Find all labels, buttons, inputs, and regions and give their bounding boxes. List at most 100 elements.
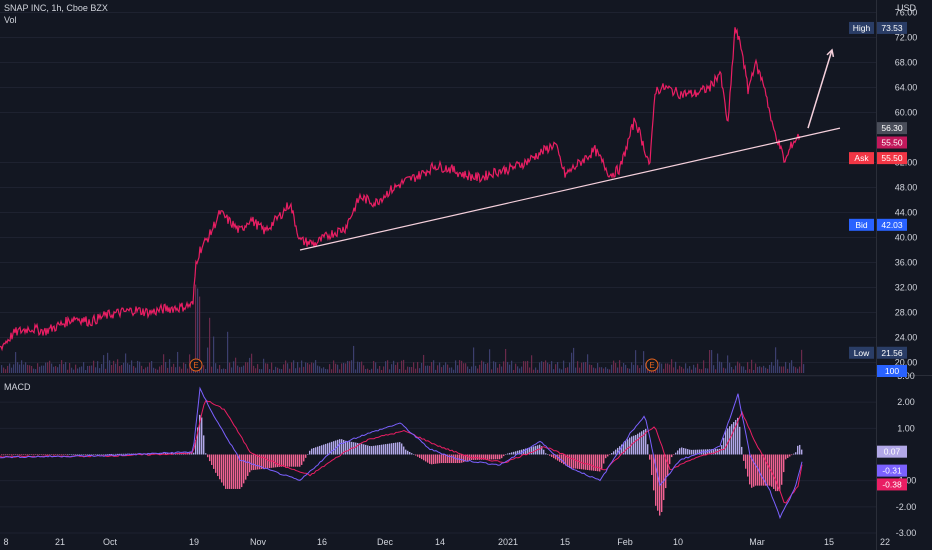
macd-pane xyxy=(0,386,803,520)
macd-histogram-bar xyxy=(355,442,357,455)
macd-label[interactable]: MACD xyxy=(4,382,31,392)
macd-histogram-bar xyxy=(605,454,607,459)
volume-bar xyxy=(3,367,5,373)
macd-histogram-bar xyxy=(613,451,615,455)
volume-bar xyxy=(121,364,123,373)
volume-bar xyxy=(425,365,427,373)
macd-histogram-bar xyxy=(93,454,95,455)
volume-bar xyxy=(535,367,537,373)
bid-tag-label-box xyxy=(849,218,874,231)
macd-histogram-bar xyxy=(689,449,691,455)
macd-histogram-bar xyxy=(377,445,379,455)
macd-histogram-bar xyxy=(1,454,3,456)
volume-bar xyxy=(435,369,437,373)
macd-histogram-bar xyxy=(651,454,653,476)
macd-histogram-bar xyxy=(257,454,259,470)
volume-bar xyxy=(337,364,339,373)
volume-bar xyxy=(377,368,379,373)
volume-bar xyxy=(415,368,417,373)
macd-histogram-bar xyxy=(393,442,395,455)
symbol-title[interactable]: SNAP INC, 1h, Cboe BZX xyxy=(4,3,108,13)
volume-bar xyxy=(167,367,169,373)
macd-histogram-bar xyxy=(463,454,465,463)
volume-bar xyxy=(265,363,267,373)
macd-histogram-bar xyxy=(171,453,173,455)
macd-histogram-bar xyxy=(561,454,563,464)
macd-histogram-bar xyxy=(279,454,281,467)
macd-histogram-bar xyxy=(793,453,795,455)
macd-histogram-bar xyxy=(161,453,163,455)
macd-histogram-bar xyxy=(543,449,545,455)
volume-bar xyxy=(111,365,113,373)
price-tick-label: 44.00 xyxy=(895,208,918,218)
volume-bar xyxy=(737,361,739,373)
volume-bar xyxy=(731,366,733,373)
volume-bar xyxy=(237,365,239,373)
volume-bar xyxy=(797,368,799,373)
macd-histogram-bar xyxy=(57,454,59,455)
volume-bar xyxy=(481,360,483,373)
macd-histogram-bar xyxy=(759,454,761,486)
macd-histogram-bar xyxy=(435,454,437,464)
volume-bar xyxy=(437,365,439,373)
volume-bar xyxy=(565,367,567,373)
volume-bar xyxy=(341,363,343,373)
volume-bar xyxy=(335,363,337,373)
volume-bar xyxy=(405,369,407,373)
volume-bar xyxy=(585,362,587,373)
macd-histogram-bar xyxy=(731,424,733,455)
macd-histogram-bar xyxy=(85,454,87,455)
macd-histogram-bar xyxy=(465,454,467,462)
volume-bar xyxy=(589,364,591,373)
macd-histogram-bar xyxy=(101,454,103,455)
macd-histogram-bar xyxy=(507,453,509,455)
macd-histogram-bar xyxy=(741,446,743,455)
volume-bar xyxy=(171,366,173,373)
volume-bar xyxy=(187,368,189,373)
volume-bar xyxy=(745,369,747,373)
volume-bar xyxy=(697,363,699,373)
volume-bar xyxy=(773,365,775,373)
volume-bar xyxy=(183,362,185,373)
macd-histogram-bar xyxy=(567,454,569,467)
volume-bar xyxy=(423,354,425,373)
volume-bar xyxy=(75,364,77,373)
volume-bar xyxy=(477,368,479,373)
macd-histogram-bar xyxy=(259,454,261,470)
macd-histogram-bar xyxy=(103,454,105,455)
macd-histogram-bar xyxy=(697,449,699,455)
volume-bar xyxy=(43,365,45,373)
volume-bar xyxy=(495,362,497,373)
macd-histogram-bar xyxy=(791,454,793,456)
macd-histogram-bar xyxy=(71,454,73,455)
macd-histogram-bar xyxy=(681,447,683,455)
macd-histogram-bar xyxy=(55,454,57,455)
volume-bar xyxy=(287,363,289,373)
macd-histogram-bar xyxy=(363,444,365,455)
macd-histogram-bar xyxy=(199,414,201,455)
macd-histogram-bar xyxy=(231,454,233,489)
volume-bar xyxy=(325,368,327,373)
time-tick-label: 16 xyxy=(317,537,327,547)
volume-bar xyxy=(577,361,579,373)
macd-histogram-bar xyxy=(495,454,497,460)
volume-bar xyxy=(717,353,719,373)
macd-histogram-bar xyxy=(241,454,243,488)
volume-bar xyxy=(29,365,31,373)
macd-histogram-bar xyxy=(663,454,665,501)
volume-bar xyxy=(289,368,291,373)
macd-histogram-bar xyxy=(283,454,285,467)
volume-bar xyxy=(479,364,481,373)
volume-bar xyxy=(73,369,75,373)
macd-histogram-bar xyxy=(413,454,415,455)
macd-histogram-bar xyxy=(61,454,63,455)
volume-bar xyxy=(387,360,389,373)
volume-bar xyxy=(777,359,779,373)
macd-histogram-bar xyxy=(309,450,311,455)
volume-bar xyxy=(513,369,515,373)
volume-bar xyxy=(555,364,557,373)
volume-bar xyxy=(279,368,281,373)
macd-histogram-bar xyxy=(585,454,587,470)
macd-histogram-bar xyxy=(769,454,771,486)
